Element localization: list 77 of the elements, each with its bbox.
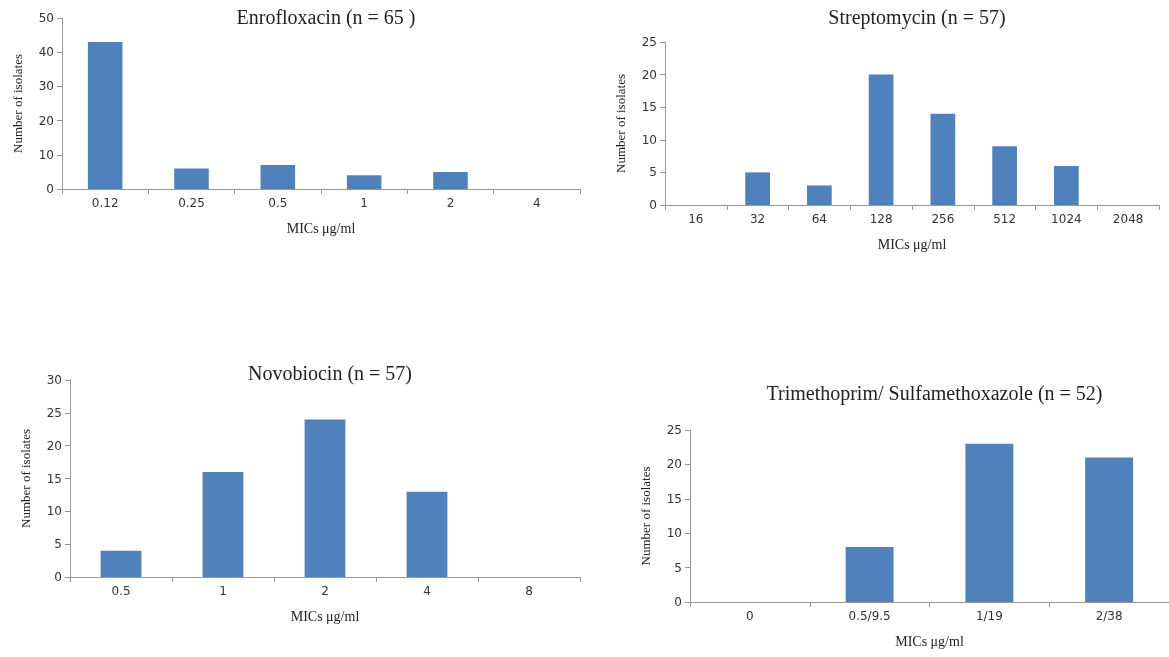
y-axis-title: Number of isolates [638,466,653,566]
y-tick-label: 20 [46,438,62,453]
y-tick-label: 20 [666,457,682,472]
bar [433,171,468,189]
bar [202,471,244,577]
y-tick-label: 10 [38,147,54,162]
chart-title: Streptomycin (n = 57) [828,6,1006,29]
y-tick-label: 15 [46,471,62,486]
x-tick-label: 0.25 [178,196,205,210]
y-tick-label: 40 [38,45,54,60]
x-tick-label: 2 [321,584,329,598]
y-tick-label: 30 [46,373,62,387]
bar [87,41,123,189]
x-tick-label: 16 [688,212,704,226]
x-tick-label: 512 [993,212,1017,226]
x-tick-label: 2048 [1112,212,1144,226]
y-tick-label: 15 [641,100,657,115]
x-tick-label: 0.5 [268,196,288,210]
y-tick-label: 5 [54,537,62,552]
bar [1054,165,1079,205]
y-tick-label: 25 [666,423,682,437]
x-tick-label: 0 [746,609,754,623]
x-axis-title: MICs μg/ml [895,633,964,649]
bar [868,74,894,205]
x-tick-label: 0.5 [111,584,131,598]
bar [845,546,894,602]
bar [992,146,1017,205]
x-tick-label: 1/19 [975,609,1003,623]
y-tick-label: 0 [46,182,54,196]
y-tick-label: 5 [649,165,657,180]
chart-title: Trimethoprim/ Sulfamethoxazole (n = 52) [766,382,1103,405]
y-axis-title: Number of isolates [613,74,628,173]
y-tick-label: 10 [666,526,682,541]
y-tick-label: 25 [46,405,62,420]
x-axis-title: MICs μg/ml [877,236,947,252]
x-tick-label: 2 [446,196,455,210]
y-tick-label: 50 [38,11,54,25]
y-tick-label: 20 [641,67,657,82]
bar [406,491,448,577]
y-tick-label: 20 [38,113,54,128]
y-tick-label: 10 [46,504,62,519]
x-tick-label: 8 [525,584,533,598]
x-tick-label: 2/38 [1095,609,1123,623]
y-tick-label: 0 [54,570,62,584]
y-tick-label: 25 [641,35,657,49]
bar [174,168,209,189]
y-tick-label: 0 [674,595,682,609]
y-tick-label: 30 [38,79,54,94]
bar [807,185,832,205]
y-tick-label: 15 [666,491,682,506]
x-tick-label: 4 [423,584,431,598]
bar [745,172,770,205]
x-tick-label: 32 [749,212,766,226]
chart-title: Novobiocin (n = 57) [247,362,413,385]
x-tick-label: 64 [811,212,828,226]
x-tick-label: 0.12 [91,196,119,210]
x-tick-label: 256 [931,212,955,226]
bar [260,165,296,189]
bar [100,550,142,577]
chart-title: Enrofloxacin (n = 65 ) [236,6,416,29]
x-tick-label: 4 [533,196,541,210]
bar [346,175,382,189]
y-tick-label: 10 [641,132,657,147]
x-tick-label: 0.5/9.5 [848,609,891,623]
bar [304,419,346,577]
x-tick-label: 1 [219,584,227,598]
y-axis-title: Number of isolates [10,54,25,153]
bar [965,443,1014,602]
y-axis-title: Number of isolates [18,429,33,528]
bar [1085,457,1134,602]
x-tick-label: 128 [869,212,893,226]
y-tick-label: 5 [674,560,682,575]
x-tick-label: 1024 [1051,212,1082,226]
x-tick-label: 1 [360,196,368,210]
x-axis-title: MICs μg/ml [286,220,356,236]
x-axis-title: MICs μg/ml [290,608,360,624]
bar [930,113,956,205]
